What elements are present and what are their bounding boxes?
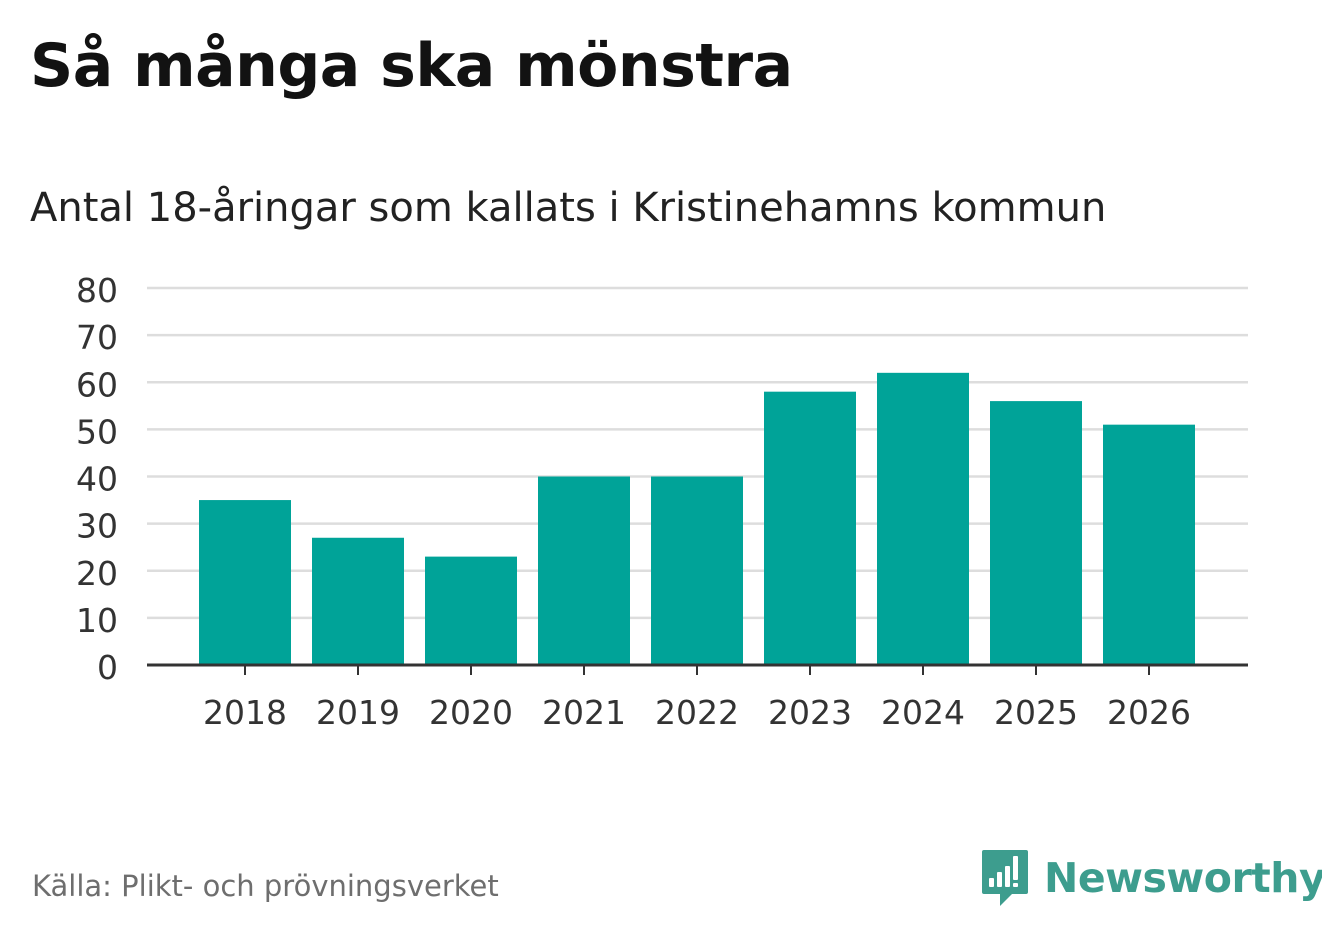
- bar-2021: [538, 476, 630, 665]
- y-tick-label: 80: [76, 271, 118, 310]
- y-tick-label: 70: [76, 318, 118, 357]
- x-tick-label: 2020: [429, 693, 513, 732]
- x-tick-label: 2019: [316, 693, 400, 732]
- source-note: Källa: Plikt- och prövningsverket: [32, 869, 499, 903]
- chart-title: Så många ska mönstra: [30, 31, 793, 101]
- axes: 0 10 20 30 40 50 60 70 80 2018 2019 2020 2021 2022 202…: [76, 271, 1248, 732]
- y-tick-label: 50: [76, 412, 118, 451]
- bar-2024: [877, 372, 969, 665]
- bars: [199, 372, 1195, 665]
- bar-2026: [1103, 424, 1195, 665]
- newsworthy-logo: Newsworthy: [980, 848, 1322, 908]
- y-tick-label: 30: [76, 507, 118, 546]
- logo-text: Newsworthy: [1044, 853, 1322, 902]
- x-tick-label: 2021: [542, 693, 626, 732]
- x-tick-label: 2023: [768, 693, 852, 732]
- bar-2022: [651, 476, 743, 665]
- x-tick-label: 2022: [655, 693, 739, 732]
- x-tick-label: 2026: [1107, 693, 1191, 732]
- bar-2025: [990, 401, 1082, 665]
- bar-2023: [764, 391, 856, 665]
- bar-chart: 0 10 20 30 40 50 60 70 80 2018 2019 2020 2021 2022 202…: [76, 271, 1248, 732]
- bar-2018: [199, 500, 291, 665]
- x-tick-label: 2025: [994, 693, 1078, 732]
- x-tick-label: 2018: [203, 693, 287, 732]
- y-tick-label: 0: [97, 648, 118, 687]
- y-tick-label: 40: [76, 460, 118, 499]
- bar-chart-speech-bubble-icon: [982, 850, 1028, 906]
- y-tick-label: 10: [76, 601, 118, 640]
- x-tick-label: 2024: [881, 693, 965, 732]
- bar-2019: [312, 537, 404, 665]
- chart-subtitle: Antal 18-åringar som kallats i Kristineh…: [30, 185, 1107, 231]
- y-tick-label: 20: [76, 554, 118, 593]
- bar-2020: [425, 556, 517, 665]
- y-tick-label: 60: [76, 365, 118, 404]
